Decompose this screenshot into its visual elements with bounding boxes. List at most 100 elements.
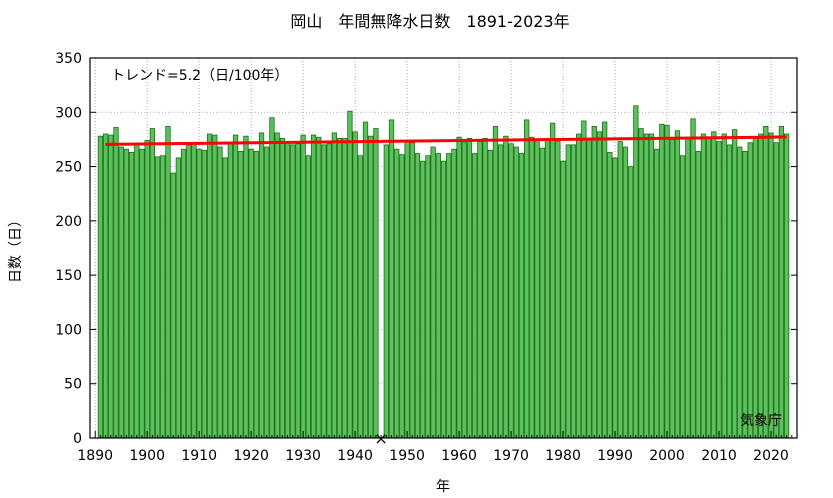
bar <box>264 146 270 439</box>
bar <box>737 146 743 439</box>
bar <box>648 133 655 439</box>
bar <box>773 142 779 439</box>
bar <box>258 132 265 439</box>
bar <box>591 126 597 439</box>
bar <box>674 130 681 439</box>
y-tick-label: 0 <box>73 431 82 447</box>
bar <box>664 124 670 439</box>
bar <box>310 134 317 439</box>
bar <box>420 160 426 439</box>
bar <box>160 155 166 439</box>
bar <box>362 121 369 439</box>
bar <box>212 134 218 439</box>
bar <box>196 148 202 439</box>
bar <box>581 120 587 439</box>
bar <box>643 133 649 439</box>
y-tick-label: 250 <box>55 160 82 176</box>
bar <box>336 137 343 439</box>
bar <box>139 148 145 439</box>
bar <box>752 137 759 439</box>
x-tick-label: 1970 <box>493 448 529 464</box>
bar <box>440 160 447 439</box>
bar <box>316 136 322 439</box>
bar <box>368 135 374 439</box>
bar <box>165 126 171 439</box>
bar <box>654 148 660 439</box>
bar <box>347 110 353 439</box>
bar <box>446 153 452 439</box>
bar <box>768 132 774 439</box>
bar <box>679 155 686 439</box>
bar <box>617 141 623 439</box>
x-tick-label: 1950 <box>389 448 425 464</box>
bar <box>487 149 493 439</box>
bar <box>690 118 696 439</box>
bar <box>742 150 748 439</box>
x-axis-label: 年 <box>436 479 450 495</box>
bar <box>560 160 566 439</box>
x-tick-label: 1890 <box>77 448 113 464</box>
bar <box>492 126 499 439</box>
y-tick-label: 200 <box>55 214 82 230</box>
bar <box>430 146 436 439</box>
bar <box>170 172 176 439</box>
bar <box>295 143 301 439</box>
bar <box>201 149 208 439</box>
y-axis-label: 日数（日） <box>8 213 24 283</box>
bar <box>570 144 577 439</box>
bar <box>399 154 405 439</box>
bar <box>388 119 395 439</box>
bar <box>726 144 733 439</box>
bar <box>550 122 556 439</box>
bar <box>721 133 727 439</box>
y-tick-label: 150 <box>55 268 82 284</box>
bar <box>435 153 441 439</box>
bar <box>534 139 540 439</box>
bar <box>253 150 259 439</box>
bar <box>477 141 483 439</box>
bar <box>498 144 504 439</box>
x-tick-label: 2020 <box>753 448 789 464</box>
bar <box>425 155 431 439</box>
bar <box>123 148 130 439</box>
x-tick-label: 1980 <box>545 448 581 464</box>
y-tick-label: 50 <box>64 377 82 393</box>
bar <box>518 153 525 439</box>
bar <box>482 137 488 439</box>
bar <box>279 137 285 439</box>
bar <box>144 140 150 439</box>
bar <box>352 131 358 439</box>
bar <box>565 144 571 439</box>
bar <box>529 136 535 439</box>
bar <box>472 153 478 439</box>
x-tick-label: 2010 <box>701 448 737 464</box>
bar <box>357 155 363 439</box>
bar <box>607 152 613 439</box>
bar <box>628 166 634 439</box>
bar <box>300 134 306 439</box>
bar <box>191 142 197 439</box>
plot-frame <box>89 57 798 439</box>
bar <box>238 150 244 439</box>
x-tick-label: 2000 <box>649 448 685 464</box>
bar <box>97 135 104 439</box>
bar <box>466 137 473 439</box>
bar <box>128 152 135 439</box>
x-tick-label: 1990 <box>597 448 633 464</box>
bar <box>102 133 109 439</box>
bar <box>149 128 156 439</box>
bar <box>290 144 296 439</box>
x-tick-label: 1960 <box>441 448 477 464</box>
chart-title: 岡山 年間無降水日数 1891-2023年 <box>290 12 569 31</box>
x-tick-label: 1920 <box>233 448 269 464</box>
x-tick-label: 1930 <box>285 448 321 464</box>
bar <box>763 126 769 439</box>
bar <box>321 144 327 439</box>
bar <box>175 157 182 439</box>
bar <box>544 137 551 439</box>
bar <box>586 137 592 439</box>
bar <box>612 157 618 439</box>
bar <box>222 157 228 439</box>
bar <box>685 137 691 439</box>
